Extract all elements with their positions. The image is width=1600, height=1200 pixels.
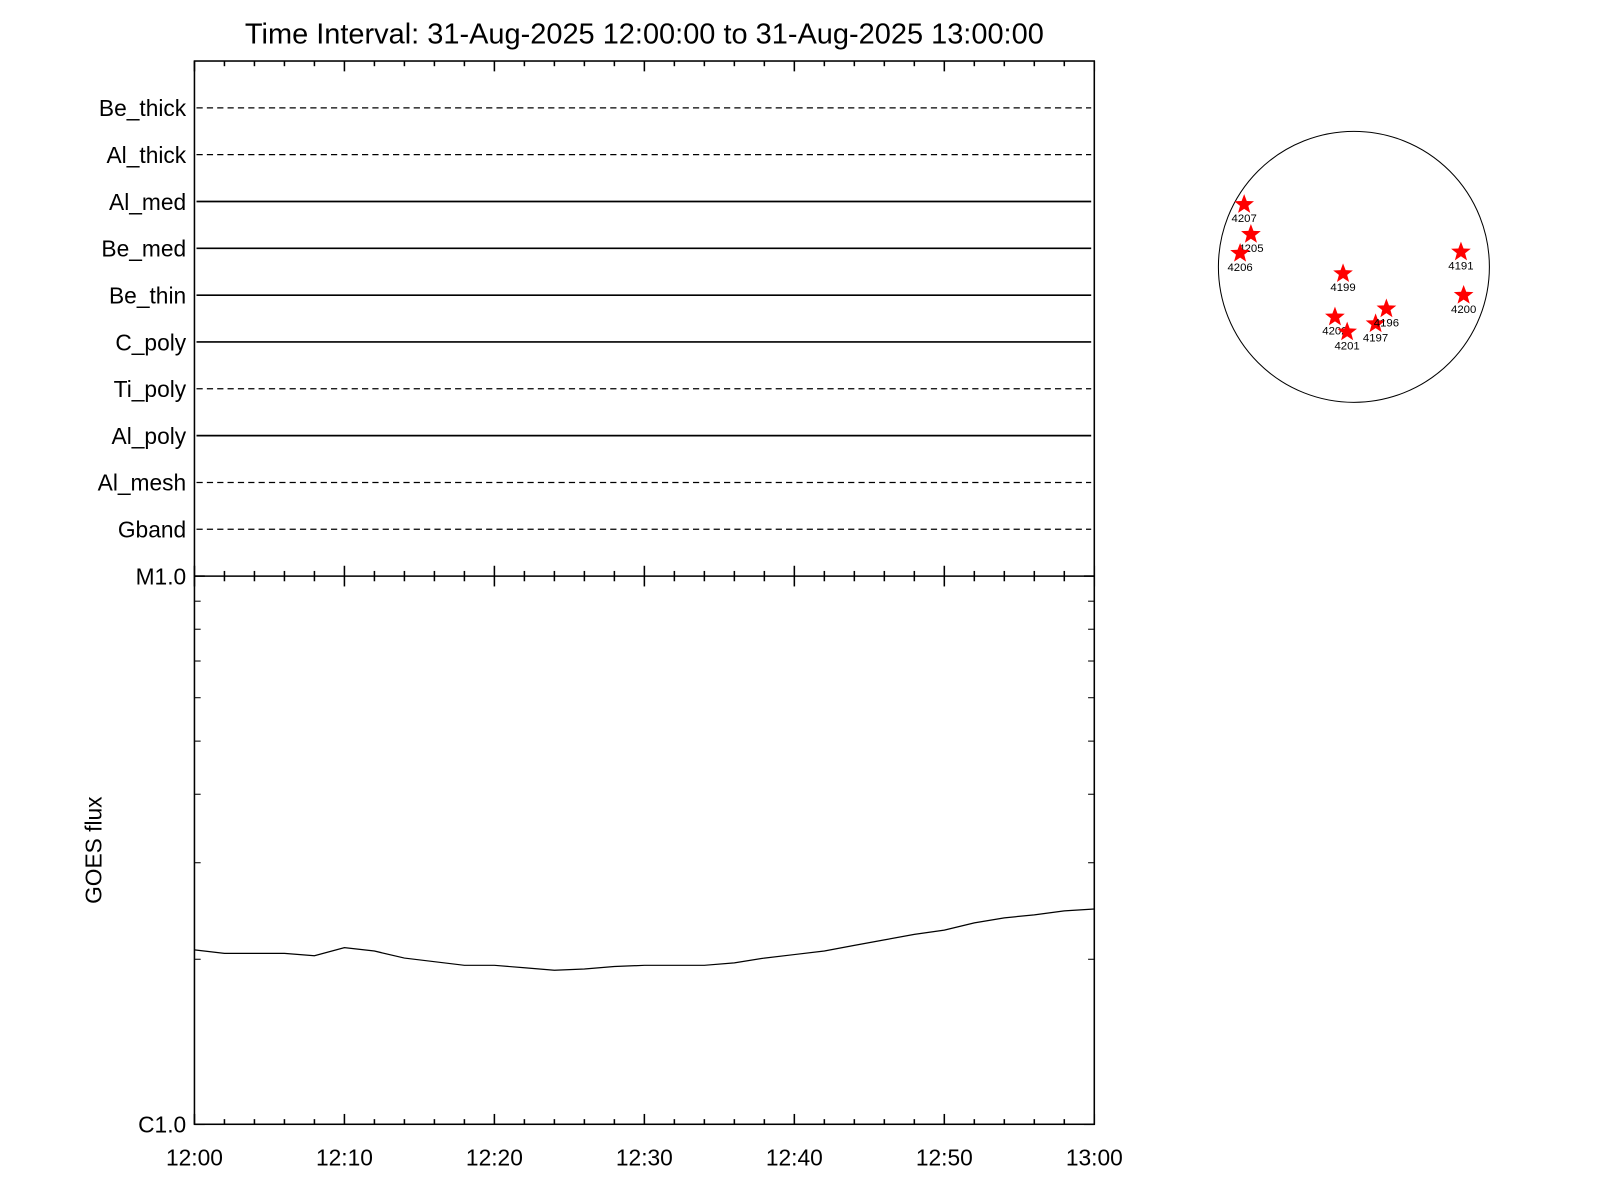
x-tick-label: 13:00 bbox=[1066, 1145, 1123, 1171]
region-label: 4191 bbox=[1448, 261, 1473, 273]
x-tick-label: 12:40 bbox=[766, 1145, 823, 1171]
x-tick-label: 12:50 bbox=[916, 1145, 973, 1171]
x-tick-label: 12:30 bbox=[616, 1145, 673, 1171]
filter-label: C_poly bbox=[115, 329, 186, 355]
region-marker bbox=[1453, 284, 1474, 304]
filter-label: Gband bbox=[118, 517, 186, 543]
filter-label: Be_thin bbox=[109, 282, 186, 308]
filter-label: Ti_poly bbox=[114, 376, 187, 402]
solar-disk bbox=[1217, 130, 1490, 403]
x-tick-label: 12:00 bbox=[166, 1145, 223, 1171]
x-tick-label: 12:10 bbox=[316, 1145, 373, 1171]
region-label: 4200 bbox=[1451, 304, 1476, 316]
region-marker bbox=[1234, 194, 1254, 213]
y-tick-label: M1.0 bbox=[136, 563, 187, 589]
region-marker bbox=[1451, 241, 1471, 261]
region-marker bbox=[1365, 313, 1386, 333]
x-tick-label: 12:20 bbox=[466, 1145, 523, 1171]
y-tick-label: C1.0 bbox=[138, 1112, 186, 1138]
region-marker bbox=[1241, 224, 1261, 243]
region-marker bbox=[1376, 298, 1397, 318]
filter-label: Al_mesh bbox=[98, 470, 187, 496]
y-axis-label: GOES flux bbox=[80, 796, 106, 904]
region-label: 4196 bbox=[1374, 317, 1399, 329]
filter-label: Be_thick bbox=[99, 95, 187, 121]
filter-label: Al_poly bbox=[112, 423, 187, 449]
region-label: 4207 bbox=[1232, 213, 1257, 225]
region-marker bbox=[1230, 242, 1250, 262]
region-marker bbox=[1325, 306, 1345, 326]
region-marker bbox=[1333, 263, 1353, 282]
region-label: 4197 bbox=[1363, 332, 1388, 344]
goes-line bbox=[194, 908, 1095, 971]
filter-label: Al_med bbox=[109, 189, 186, 215]
filter-label: Be_med bbox=[101, 236, 186, 262]
region-label: 4199 bbox=[1330, 282, 1355, 294]
region-label: 4201 bbox=[1334, 340, 1359, 352]
region-marker bbox=[1337, 321, 1358, 341]
plot-area: Time Interval: 31-Aug-2025 12:00:00 to 3… bbox=[80, 18, 1490, 1171]
chart-title: Time Interval: 31-Aug-2025 12:00:00 to 3… bbox=[245, 18, 1044, 50]
filter-label: Al_thick bbox=[107, 142, 187, 168]
region-label: 4206 bbox=[1227, 262, 1252, 274]
